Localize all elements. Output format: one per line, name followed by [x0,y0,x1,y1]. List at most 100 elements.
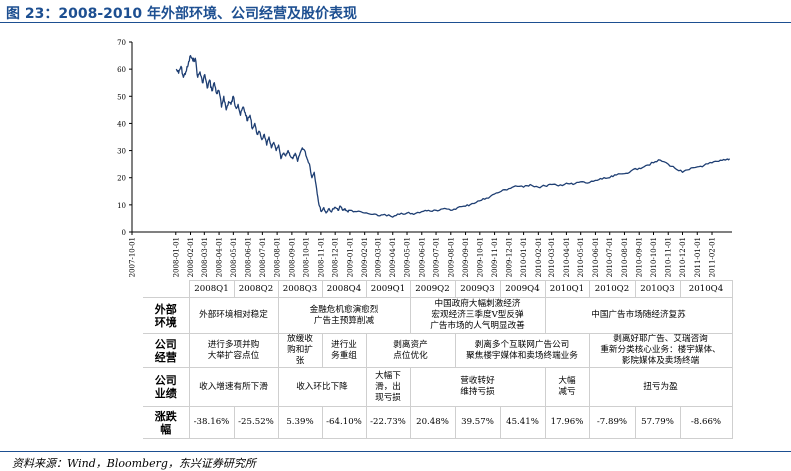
event-cell: 剥离好耶广告、艾瑞咨询 重新分类核心业务：楼宇媒体、 影院媒体及卖场终端 [588,333,733,368]
title-divider [0,22,791,23]
x-tick-label: 2009-12-01 [505,237,513,277]
x-tick-label: 2007-10-01 [129,237,137,277]
footer-divider [0,451,791,452]
x-axis-ticks: 2007-10-01 2008-01-01 2008-02-01 2008-03-01… [129,232,717,277]
x-tick-label: 2009-11-01 [491,237,499,277]
x-tick-label: 2010-08-01 [621,237,629,277]
quarter-header: 2008Q1 [188,280,235,298]
x-tick-label: 2008-01-01 [172,237,180,277]
y-tick-label: 30 [117,148,126,156]
change-cell: 5.39% [277,406,323,439]
y-tick-label: 60 [117,66,126,74]
event-cell: 金融危机愈演愈烈 广告主预算削减 [277,297,411,334]
quarter-header: 2008Q3 [277,280,323,298]
x-tick-label: 2008-07-01 [259,237,267,277]
x-tick-label: 2008-12-01 [332,237,340,277]
x-tick-label: 2008-10-01 [303,237,311,277]
table-row: 外部 环境 外部环境相对稳定 金融危机愈演愈烈 广告主预算削减 中国政府大幅刺激经济 宏观经… [143,297,733,334]
change-cell: -7.89% [588,406,636,439]
x-tick-label: 2010-05-01 [577,237,585,277]
event-cell: 中国广告市场随经济复苏 [544,297,733,334]
x-tick-label: 2008-04-01 [216,237,224,277]
event-cell: 放缓收 购和扩张 [277,333,323,368]
y-tick-label: 20 [117,175,126,183]
x-tick-label: 2010-07-01 [606,237,614,277]
x-tick-label: 2008-02-01 [187,237,195,277]
quarter-header: 2010Q2 [588,280,636,298]
x-tick-label: 2009-06-01 [418,237,426,277]
x-tick-label: 2008-03-01 [201,237,209,277]
change-cell: -22.73% [365,406,411,439]
quarter-header-row: 2008Q1 2008Q2 2008Q3 2008Q4 2009Q1 2009Q2 2009… [143,280,733,298]
event-cell: 外部环境相对稳定 [188,297,279,334]
x-tick-label: 2008-09-01 [288,237,296,277]
x-tick-label: 2010-10-01 [650,237,658,277]
chart-axes [131,42,732,233]
x-tick-label: 2008-05-01 [230,237,238,277]
x-tick-label: 2009-01-01 [346,237,354,277]
x-tick-label: 2010-04-01 [563,237,571,277]
event-cell: 大幅下 滑，出 现亏损 [365,367,411,407]
table-row: 涨跌幅 -38.16% -25.52% 5.39% -64.10% -22.73% 20.4… [143,406,733,439]
event-cell: 剥离资产 点位优化 [365,333,456,368]
change-cell: -8.66% [679,406,733,439]
event-cell: 营收转好 维持亏损 [409,367,546,407]
event-cell: 大幅 减亏 [544,367,590,407]
series-layer [175,54,731,218]
row-header: 外部 环境 [143,297,190,334]
change-cell: 45.41% [499,406,546,439]
x-tick-label: 2008-11-01 [317,237,325,277]
y-tick-label: 40 [117,120,126,128]
event-cell: 进行业 务重组 [321,333,367,368]
y-tick-label: 0 [122,229,126,237]
change-cell: 20.48% [409,406,456,439]
event-cell: 剥离多个互联网广告公司 聚焦楼宇媒体和卖场终端业务 [454,333,590,368]
x-tick-label: 2009-04-01 [389,237,397,277]
quarter-header: 2009Q1 [365,280,411,298]
quarter-header: 2010Q1 [544,280,590,298]
change-cell: -38.16% [188,406,235,439]
y-tick-label: 50 [117,93,126,101]
x-tick-label: 2011-01-01 [694,237,702,277]
event-cell: 扭亏为盈 [588,367,733,407]
quarter-header: 2008Q4 [321,280,367,298]
event-table: 2008Q1 2008Q2 2008Q3 2008Q4 2009Q1 2009Q2 2009… [143,280,733,439]
event-cell: 进行多项并购 大举扩容点位 [188,333,279,368]
x-tick-label: 2009-03-01 [374,237,382,277]
y-tick-label: 10 [117,202,126,210]
corner-cell [143,280,190,298]
y-tick-label: 70 [117,39,126,47]
table-row: 公司 业绩 收入增速有所下滑 收入环比下降 大幅下 滑，出 现亏损 营收转好 维持亏损 大幅 减亏扭… [143,367,733,407]
x-tick-label: 2010-01-01 [520,237,528,277]
x-tick-label: 2009-08-01 [447,237,455,277]
quarter-header: 2009Q4 [499,280,546,298]
row-header: 公司 经营 [143,333,190,368]
source-note: 资料来源：Wind，Bloomberg，东兴证券研究所 [12,457,256,470]
quarter-header: 2009Q2 [409,280,456,298]
x-tick-label: 2009-07-01 [433,237,441,277]
quarter-header: 2008Q2 [233,280,279,298]
row-header: 涨跌幅 [143,406,190,439]
x-tick-label: 2010-12-01 [679,237,687,277]
quarter-header: 2010Q4 [679,280,733,298]
x-tick-label: 2010-09-01 [636,237,644,277]
x-tick-label: 2009-10-01 [476,237,484,277]
event-cell: 收入增速有所下滑 [188,367,279,407]
x-tick-label: 2010-02-01 [535,237,543,277]
table-row: 公司 经营 进行多项并购 大举扩容点位 放缓收 购和扩张进行业 务重组 剥离资产 点位优化 剥离多… [143,333,733,368]
event-cell: 收入环比下降 [277,367,367,407]
x-tick-label: 2008-06-01 [245,237,253,277]
x-tick-label: 2010-03-01 [548,237,556,277]
change-cell: 39.57% [454,406,501,439]
event-cell: 中国政府大幅刺激经济 宏观经济三季度V型反弹 广告市场的人气明显改善 [409,297,546,334]
price-series-line [175,54,731,218]
x-tick-label: 2011-02-01 [709,237,717,277]
change-cell: -64.10% [321,406,367,439]
change-cell: 17.96% [544,406,590,439]
x-tick-label: 2009-09-01 [462,237,470,277]
change-cell: -25.52% [233,406,279,439]
stock-price-chart: 0 10 20 30 40 50 60 70 2007-10-01 2008-01-01 2008… [117,39,732,277]
quarter-header: 2010Q3 [634,280,681,298]
change-cell: 57.79% [634,406,681,439]
figure-title: 图 23：2008-2010 年外部环境、公司经营及股价表现 [6,6,357,22]
